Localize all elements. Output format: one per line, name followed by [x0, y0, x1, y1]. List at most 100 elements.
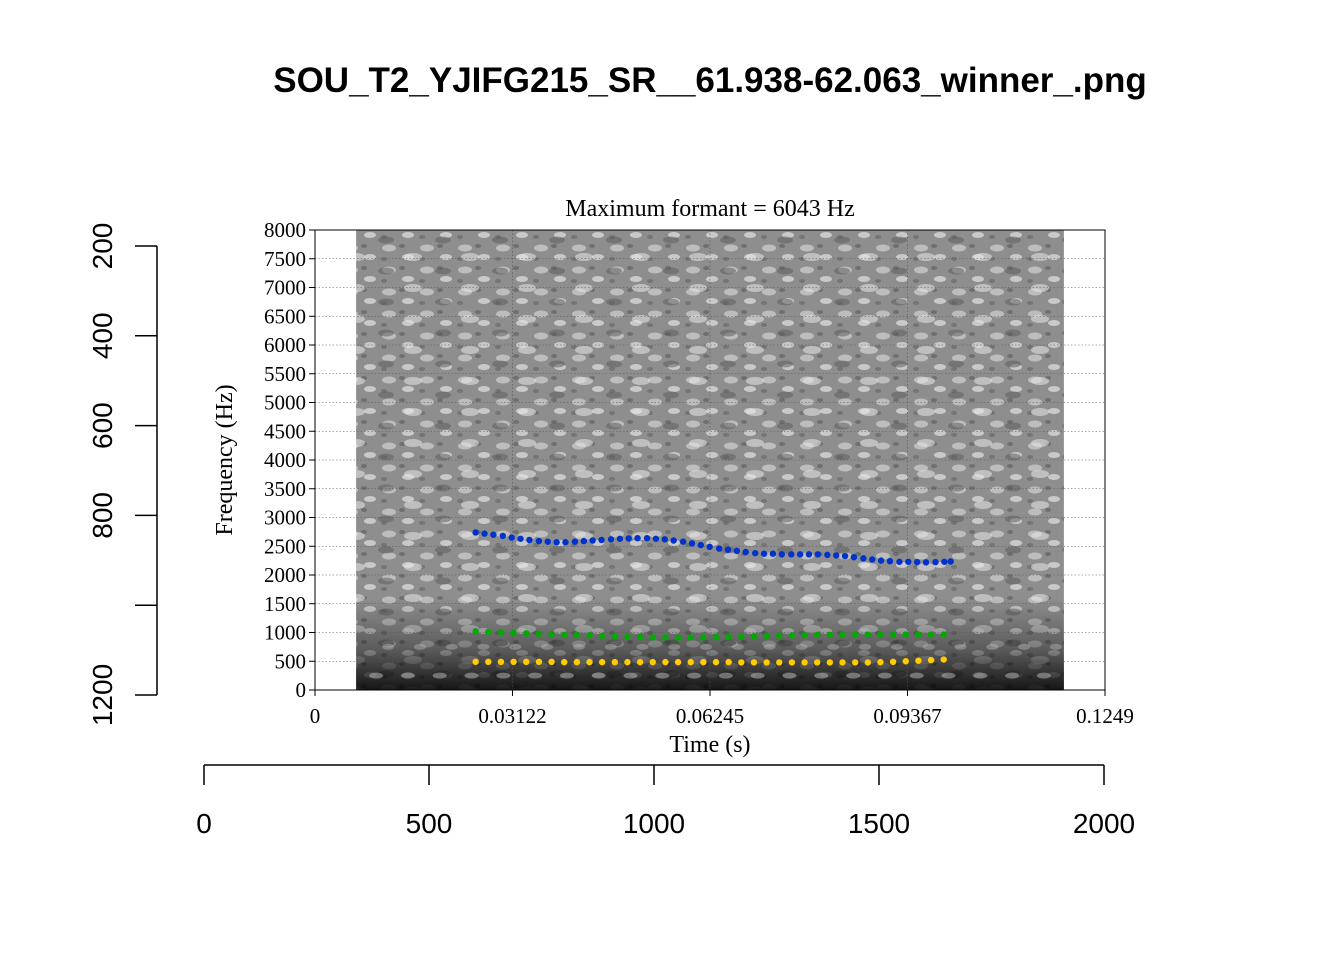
- formant-point: [712, 658, 720, 666]
- x-axis-ticks: 0 0.03122 0.06245 0.09367 0.1249: [310, 690, 1134, 728]
- formant-point: [553, 539, 560, 546]
- y-tick-label: 5500: [264, 362, 306, 386]
- spectrogram-harmonic: [1036, 672, 1051, 679]
- y-tick-label: 7500: [264, 247, 306, 271]
- outer-y-tick-label: 1200: [87, 664, 118, 726]
- formant-point: [636, 658, 644, 666]
- formant-point: [662, 634, 669, 641]
- spectrogram-harmonic: [922, 643, 935, 650]
- spectrogram-harmonic: [782, 672, 797, 679]
- formant-point: [706, 543, 713, 551]
- y-tick-label: 1500: [264, 592, 306, 616]
- formant-point: [750, 659, 758, 666]
- formant-point: [662, 658, 669, 666]
- formant-point: [697, 541, 705, 549]
- y-tick-label: 2500: [264, 534, 306, 558]
- formant-point: [742, 548, 749, 556]
- y-tick-label: 3000: [264, 506, 306, 530]
- formant-point: [624, 633, 631, 641]
- formant-point: [839, 631, 846, 638]
- formant-point: [788, 632, 796, 639]
- formant-point: [700, 658, 707, 666]
- formant-point: [715, 545, 723, 552]
- formant-point: [562, 539, 569, 546]
- outer-x-tick-label: 1500: [848, 808, 910, 839]
- formant-point: [510, 629, 517, 637]
- formant-point: [940, 656, 947, 663]
- formant-point: [616, 535, 624, 542]
- formant-point: [752, 549, 759, 557]
- formant-point: [573, 631, 581, 639]
- formant-point: [913, 558, 921, 566]
- formant-point: [776, 632, 783, 639]
- spectrogram-harmonic: [604, 643, 617, 650]
- formant-point: [889, 631, 897, 638]
- formant-point: [526, 536, 533, 544]
- formant-point: [649, 634, 656, 641]
- spectrogram-harmonic: [973, 672, 988, 679]
- formant-point: [580, 537, 588, 545]
- formant-point: [915, 657, 922, 664]
- formant-point: [687, 658, 694, 666]
- spectrogram-harmonic: [954, 643, 967, 650]
- formant-point: [634, 535, 641, 542]
- y-tick-label: 8000: [264, 218, 306, 242]
- spectrogram-harmonic: [432, 672, 447, 679]
- spectrogram-harmonic: [655, 672, 670, 679]
- formant-point: [598, 658, 606, 666]
- spectrogram-harmonic: [890, 643, 903, 650]
- spectrogram-harmonic: [636, 643, 649, 650]
- formant-point: [886, 558, 894, 565]
- y-tick-label: 0: [296, 678, 307, 702]
- formant-point: [652, 535, 660, 542]
- formant-point: [523, 658, 530, 666]
- formant-point: [485, 658, 492, 666]
- formant-point: [776, 659, 783, 666]
- formant-point: [589, 537, 596, 544]
- formant-point: [561, 631, 568, 638]
- outer-x-tick-label: 500: [406, 808, 453, 839]
- formant-point: [490, 531, 497, 538]
- formant-point: [788, 659, 796, 666]
- x-tick-label: 0.1249: [1076, 704, 1134, 728]
- spectrogram-harmonic: [877, 672, 892, 679]
- formant-point: [544, 538, 551, 545]
- formant-point: [517, 535, 524, 542]
- spectrogram-harmonic: [795, 643, 808, 650]
- formant-point: [902, 658, 909, 665]
- formant-point: [915, 631, 922, 638]
- formant-point: [700, 634, 707, 641]
- spectrogram-harmonic: [509, 643, 522, 650]
- formant-point: [763, 659, 770, 666]
- formant-point: [508, 534, 515, 541]
- y-tick-label: 4500: [264, 419, 306, 443]
- formant-point: [535, 658, 543, 666]
- formant-point: [922, 559, 930, 566]
- outer-y-tick-label: 600: [87, 402, 118, 449]
- outer-x-tick-label: 0: [196, 808, 212, 839]
- spectrogram-harmonic: [591, 672, 606, 679]
- spectrogram-harmonic: [846, 672, 861, 679]
- spectrogram-harmonic: [731, 643, 744, 650]
- y-tick-label: 5000: [264, 391, 306, 415]
- y-axis-label: Frequency (Hz): [212, 384, 238, 535]
- formant-point: [763, 632, 770, 640]
- formant-point: [905, 558, 912, 565]
- formant-point: [510, 658, 517, 666]
- formant-point: [497, 658, 505, 666]
- spectrogram-harmonic: [572, 643, 585, 650]
- outer-x-ticks: 0 500 1000 1500 2000: [196, 765, 1135, 839]
- formant-point: [481, 530, 488, 537]
- formant-point: [674, 634, 682, 641]
- spectrogram-harmonic: [718, 672, 733, 679]
- formant-point: [679, 538, 687, 545]
- formant-point: [607, 536, 615, 543]
- spectrogram-harmonic: [623, 672, 638, 679]
- formant-point: [586, 632, 593, 639]
- spectrogram-harmonic: [687, 672, 702, 679]
- formant-point: [535, 537, 543, 545]
- spectrogram-harmonic: [400, 672, 415, 679]
- outer-y-tick-label: 800: [87, 492, 118, 539]
- outer-x-axis: 0 500 1000 1500 2000: [196, 764, 1135, 839]
- formant-point: [902, 631, 909, 638]
